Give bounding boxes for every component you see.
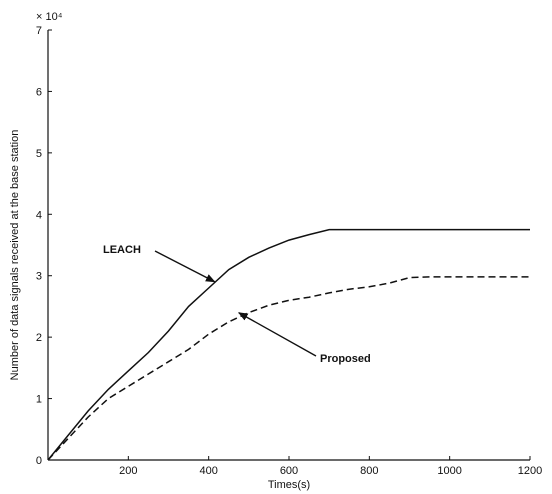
arrow-proposed (237, 312, 317, 357)
tick-group: 200 400 600 800 1000 1200 0 1 2 3 4 5 6 7 (36, 25, 542, 477)
series-line-leach (47, 228, 530, 461)
y-axis-label: Number of data signals received at the b… (9, 130, 21, 381)
x-tick-label: 400 (199, 465, 217, 477)
x-tick-label: 800 (360, 465, 378, 477)
y-axis-multiplier: × 10⁴ (36, 11, 63, 23)
y-tick-label: 1 (36, 394, 42, 406)
y-tick-label: 2 (36, 332, 42, 344)
x-axis-label: Times(s) (268, 479, 310, 491)
series-line-proposed (47, 276, 530, 461)
y-tick-label: 5 (36, 148, 42, 160)
series-group (47, 228, 530, 461)
x-tick-label: 600 (280, 465, 298, 477)
y-tick-label: 6 (36, 86, 42, 98)
arrow-leach (154, 250, 216, 283)
annotation-proposed: Proposed (320, 353, 371, 365)
annotation-leach: LEACH (103, 244, 141, 256)
y-tick-label: 3 (36, 271, 42, 283)
annotation-arrows (154, 250, 317, 357)
x-tick-label: 1200 (518, 465, 542, 477)
y-tick-label: 4 (36, 209, 42, 221)
y-tick-label: 0 (36, 455, 42, 467)
x-tick-label: 1000 (437, 465, 461, 477)
x-tick-label: 200 (119, 465, 137, 477)
y-tick-label: 7 (36, 25, 42, 37)
